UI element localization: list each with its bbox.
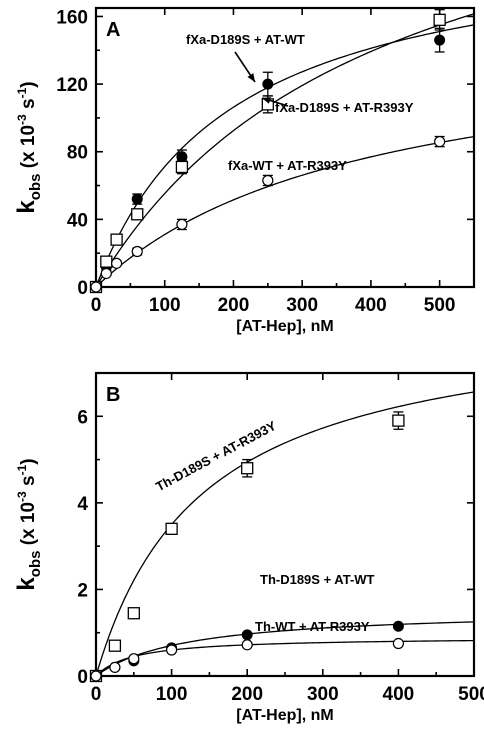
data-point-filled bbox=[131, 193, 143, 205]
y-axis-label-part: s bbox=[18, 475, 39, 491]
data-point-open bbox=[131, 245, 143, 258]
y-axis-label-part: ) bbox=[18, 81, 39, 87]
panel-label: A bbox=[106, 19, 120, 41]
annotation-arrowhead bbox=[262, 97, 271, 104]
y-tick-label: 160 bbox=[56, 7, 88, 28]
data-point-open bbox=[109, 661, 121, 673]
x-tick-label: 300 bbox=[286, 295, 318, 316]
series-2 bbox=[90, 637, 475, 682]
annotation-label: fXa-D189S + AT-WT bbox=[186, 32, 305, 47]
y-axis-label: kobs (x 10-3 s-1) bbox=[13, 458, 44, 590]
annotation-label: Th-WT + AT-R393Y bbox=[255, 619, 370, 634]
data-point-square bbox=[433, 13, 446, 26]
chart-panel-a: 0 100 200 300 400 500 0 40 80 120 160 [AT-Hep], nM k… bbox=[13, 6, 476, 335]
data-point-open bbox=[90, 281, 102, 293]
series-0 bbox=[89, 391, 475, 683]
fit-curve bbox=[95, 639, 475, 677]
data-point-filled bbox=[392, 620, 404, 632]
x-tick-label: 0 bbox=[91, 295, 102, 316]
fit-curve bbox=[95, 135, 475, 288]
y-tick-label: 40 bbox=[67, 210, 88, 231]
y-tick-label: 4 bbox=[77, 494, 88, 515]
data-point-open bbox=[111, 257, 123, 269]
y-axis-label-part: k bbox=[13, 200, 40, 214]
y-axis-label-part: -3 bbox=[15, 491, 29, 502]
data-point-filled bbox=[262, 78, 274, 90]
data-point-square bbox=[108, 639, 122, 652]
y-tick-label: 0 bbox=[77, 278, 88, 299]
data-point-open bbox=[392, 637, 404, 650]
x-tick-label: 100 bbox=[156, 684, 188, 705]
annotation-label: fXa-D189S + AT-R393Y bbox=[275, 100, 414, 115]
fit-curve bbox=[95, 621, 475, 677]
fit-curve bbox=[95, 391, 475, 677]
y-axis-label-part: -1 bbox=[15, 87, 29, 98]
x-axis-label: [AT-Hep], nM bbox=[236, 318, 333, 335]
x-tick-label: 100 bbox=[149, 295, 181, 316]
y-axis-label-part: -3 bbox=[15, 114, 29, 125]
data-point-open bbox=[262, 174, 274, 187]
data-point-square bbox=[131, 208, 144, 221]
y-axis-label-part: -1 bbox=[15, 464, 29, 475]
annotation-label: fXa-WT + AT-R393Y bbox=[228, 158, 347, 173]
x-tick-label: 500 bbox=[424, 295, 456, 316]
y-axis-label: kobs (x 10-3 s-1) bbox=[13, 81, 44, 213]
data-point-square bbox=[175, 160, 189, 174]
annotation-label: Th-D189S + AT-WT bbox=[260, 572, 375, 587]
fit-curve bbox=[95, 13, 475, 288]
data-point-filled bbox=[434, 34, 446, 46]
series-2 bbox=[90, 135, 475, 293]
data-point-open bbox=[166, 644, 178, 656]
y-tick-label: 0 bbox=[77, 667, 88, 688]
y-axis-label-part: s bbox=[18, 98, 39, 114]
data-point-open bbox=[176, 218, 188, 231]
data-point-open bbox=[90, 670, 102, 682]
data-point-square bbox=[241, 462, 254, 475]
data-point-open bbox=[100, 267, 112, 280]
fit-curve bbox=[95, 24, 475, 288]
data-point-open bbox=[241, 639, 253, 651]
y-tick-label: 80 bbox=[67, 143, 88, 164]
y-axis-label-part: obs bbox=[27, 551, 44, 578]
y-tick-label: 120 bbox=[56, 75, 88, 96]
data-point-open bbox=[434, 135, 446, 148]
x-tick-label: 200 bbox=[231, 684, 263, 705]
x-tick-label: 200 bbox=[218, 295, 250, 316]
series-1 bbox=[89, 9, 475, 294]
data-point-square bbox=[100, 255, 113, 268]
y-tick-label: 2 bbox=[77, 580, 88, 601]
y-axis-label-part: obs bbox=[27, 174, 44, 201]
y-tick-label: 6 bbox=[77, 407, 88, 428]
chart-panel-b: 0 100 200 300 400 500 0 2 4 6 [AT-Hep], nM kobs (x … bbox=[13, 371, 484, 724]
y-axis-label-part: (x 10 bbox=[18, 502, 39, 551]
x-tick-label: 400 bbox=[355, 295, 387, 316]
data-point-square bbox=[110, 233, 123, 246]
annotation-arrowhead bbox=[247, 73, 255, 82]
y-axis-label-part: (x 10 bbox=[18, 125, 39, 174]
data-point-square bbox=[127, 607, 140, 620]
data-point-open bbox=[128, 653, 140, 665]
plot-frame bbox=[94, 6, 476, 289]
x-tick-label: 0 bbox=[91, 684, 102, 705]
panel-label: B bbox=[106, 384, 120, 406]
data-point-filled bbox=[241, 629, 253, 641]
data-point-square bbox=[392, 414, 405, 427]
data-point-square bbox=[165, 522, 178, 535]
x-tick-label: 500 bbox=[458, 684, 484, 705]
x-tick-label: 400 bbox=[383, 684, 415, 705]
x-axis-label: [AT-Hep], nM bbox=[236, 707, 333, 724]
x-tick-label: 300 bbox=[307, 684, 339, 705]
y-axis-label-part: k bbox=[13, 577, 40, 591]
y-axis-label-part: ) bbox=[18, 458, 39, 464]
